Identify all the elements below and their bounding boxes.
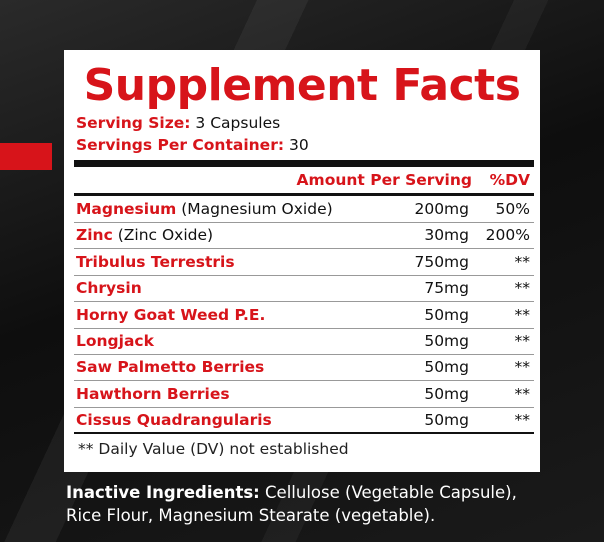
dv-header: %DV [489, 171, 530, 189]
nutrient: Chrysin [76, 279, 142, 297]
amount: 50mg [424, 411, 469, 430]
nutrient-name: Zinc [76, 226, 113, 245]
inactive-ingredients: Inactive Ingredients: Cellulose (Vegetab… [66, 481, 536, 527]
facts-panel: Supplement Facts Serving Size: 3 Capsule… [64, 50, 540, 472]
amount: 30mg [424, 226, 469, 245]
daily-value: ** [514, 332, 531, 350]
amount: 50mg [424, 332, 469, 350]
table-row: Hawthorn Berries 50mg ** [74, 381, 534, 408]
nutrient: Magnesium (Magnesium Oxide) [76, 200, 333, 218]
amount: 200mg [414, 200, 469, 218]
nutrient-name: Chrysin [76, 279, 142, 298]
nutrient: Longjack [76, 332, 154, 350]
footnote: ** Daily Value (DV) not established [78, 440, 349, 458]
amount: 50mg [424, 305, 469, 324]
nutrient-name: Saw Palmetto Berries [76, 358, 265, 377]
rule [74, 432, 534, 434]
nutrient: Tribulus Terrestris [76, 253, 235, 271]
nutrient-detail: (Zinc Oxide) [117, 226, 214, 245]
value: 3 Capsules [195, 114, 281, 132]
amount-header: Amount Per Serving [296, 171, 472, 189]
rule [74, 193, 534, 196]
daily-value: ** [514, 384, 531, 403]
table-row: Zinc (Zinc Oxide) 30mg 200% [74, 222, 534, 250]
daily-value: ** [514, 252, 531, 271]
nutrient: Zinc (Zinc Oxide) [76, 226, 213, 244]
table-row: Tribulus Terrestris 750mg ** [74, 249, 534, 276]
nutrient-name: Cissus Quadrangularis [76, 411, 272, 430]
daily-value: ** [514, 411, 531, 430]
table-header: Amount Per Serving %DV [74, 169, 534, 193]
nutrient-name: Tribulus Terrestris [76, 252, 235, 271]
rule [74, 160, 534, 167]
table-row: Saw Palmetto Berries 50mg ** [74, 354, 534, 382]
nutrient: Cissus Quadrangularis [76, 411, 272, 429]
daily-value: 50% [495, 200, 530, 218]
table-row: Horny Goat Weed P.E. 50mg ** [74, 302, 534, 329]
amount: 50mg [424, 358, 469, 377]
text: Cellulose (Vegetable Capsule), Rice Flou… [66, 483, 517, 525]
table-row: Magnesium (Magnesium Oxide) 200mg 50% [74, 196, 534, 223]
label: Servings Per Container: [76, 136, 285, 154]
amount: 50mg [424, 384, 469, 403]
nutrient-name: Horny Goat Weed P.E. [76, 305, 266, 324]
table-row: Longjack 50mg ** [74, 328, 534, 355]
amount: 750mg [414, 252, 469, 271]
daily-value: ** [514, 279, 531, 298]
table-row: Chrysin 75mg ** [74, 275, 534, 303]
daily-value: 200% [485, 226, 530, 245]
nutrient: Hawthorn Berries [76, 385, 230, 403]
nutrient-name: Hawthorn Berries [76, 384, 230, 403]
daily-value: ** [514, 305, 531, 324]
label: Serving Size: [76, 114, 191, 132]
nutrient-name: Longjack [76, 332, 154, 350]
serving-size: Serving Size: 3 Capsules [76, 114, 280, 132]
nutrient-detail: (Magnesium Oxide) [181, 200, 333, 218]
servings-per-container: Servings Per Container: 30 [76, 136, 309, 154]
daily-value: ** [514, 358, 531, 377]
table-row: Cissus Quadrangularis 50mg ** [74, 407, 534, 435]
value: 30 [288, 136, 309, 154]
nutrient: Horny Goat Weed P.E. [76, 306, 265, 324]
red-accent [0, 143, 52, 170]
title: Supplement Facts [83, 60, 521, 111]
label: Inactive Ingredients: [66, 483, 260, 502]
nutrient: Saw Palmetto Berries [76, 358, 264, 376]
amount: 75mg [424, 279, 469, 298]
nutrient-name: Magnesium [76, 200, 177, 218]
